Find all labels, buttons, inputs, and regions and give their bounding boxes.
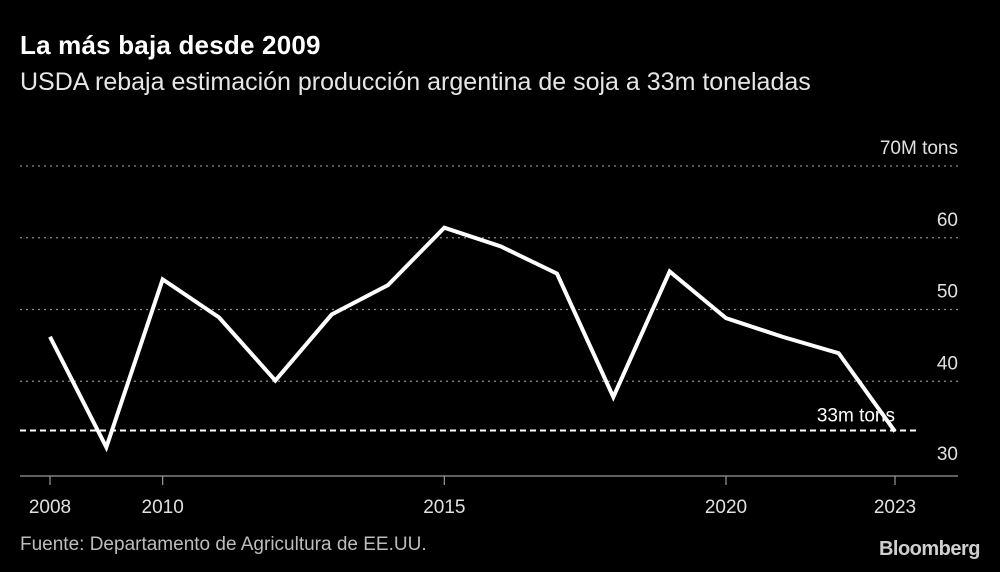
y-tick-label-60: 60 bbox=[937, 210, 958, 231]
y-tick-label-40: 40 bbox=[937, 353, 958, 374]
x-tick-label-2023: 2023 bbox=[874, 497, 916, 518]
y-tick-label-30: 30 bbox=[937, 444, 958, 465]
chart-title: La más baja desde 2009 bbox=[20, 30, 321, 60]
reference-line-label: 33m tons bbox=[817, 405, 895, 426]
x-tick-label-2008: 2008 bbox=[29, 497, 71, 518]
bloomberg-logo: Bloomberg bbox=[878, 538, 981, 560]
chart-subtitle: USDA rebaja estimación producción argent… bbox=[20, 68, 811, 96]
x-tick-label-2020: 2020 bbox=[705, 497, 747, 518]
y-tick-label-50: 50 bbox=[937, 282, 958, 303]
series-line-0 bbox=[48, 225, 897, 453]
x-tick-label-2010: 2010 bbox=[142, 497, 184, 518]
x-tick-label-2015: 2015 bbox=[423, 497, 465, 518]
y-tick-label-70: 70M tons bbox=[880, 138, 958, 159]
source-note: Fuente: Departamento de Agricultura de E… bbox=[20, 534, 427, 555]
